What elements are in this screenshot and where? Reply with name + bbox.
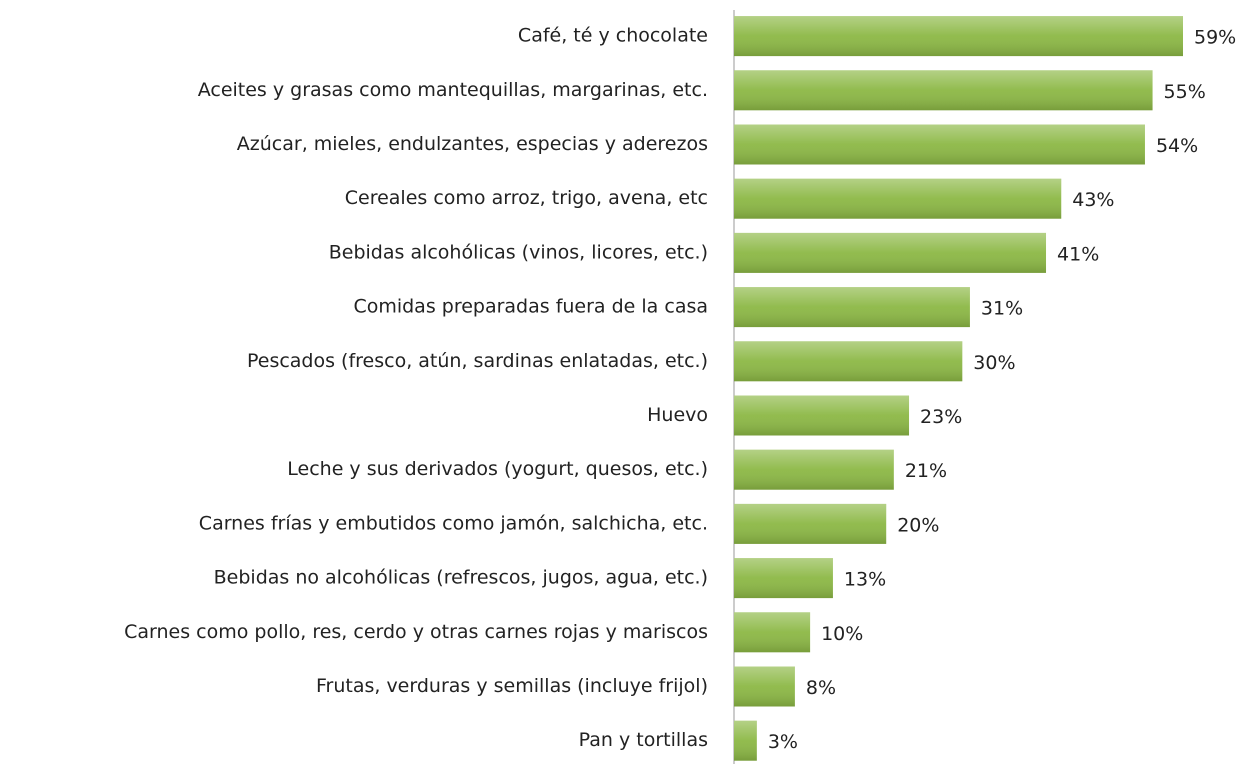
category-label: Bebidas no alcohólicas (refrescos, jugos…	[214, 567, 708, 589]
value-label: 13%	[844, 569, 886, 591]
value-label: 31%	[981, 298, 1023, 320]
value-label: 54%	[1156, 135, 1198, 157]
bar-shade	[734, 70, 1153, 111]
bar-shade	[734, 124, 1145, 165]
value-label: 21%	[905, 460, 947, 482]
value-label: 8%	[806, 677, 836, 699]
bar-shade	[734, 612, 811, 653]
value-label: 23%	[920, 406, 962, 428]
bar-shade	[734, 16, 1183, 57]
category-label: Frutas, verduras y semillas (incluye fri…	[316, 675, 708, 697]
value-label: 10%	[821, 623, 863, 645]
value-label: 3%	[768, 731, 798, 753]
category-label: Café, té y chocolate	[518, 25, 708, 47]
category-label: Carnes como pollo, res, cerdo y otras ca…	[124, 621, 708, 643]
category-label: Bebidas alcohólicas (vinos, licores, etc…	[329, 241, 708, 263]
category-label: Azúcar, mieles, endulzantes, especias y …	[237, 133, 708, 155]
value-label: 41%	[1057, 243, 1099, 265]
bar-shade	[734, 395, 910, 436]
bar-shade	[734, 503, 887, 544]
category-label: Pescados (fresco, atún, sardinas enlatad…	[247, 350, 708, 372]
category-label: Comidas preparadas fuera de la casa	[353, 296, 708, 318]
value-label: 43%	[1072, 189, 1114, 211]
bar-shade	[734, 558, 833, 599]
category-label: Huevo	[647, 404, 708, 426]
bar-shade	[734, 287, 970, 328]
category-label: Cereales como arroz, trigo, avena, etc	[345, 187, 708, 209]
bar-shade	[734, 232, 1047, 273]
value-label: 59%	[1194, 27, 1236, 49]
category-label: Pan y tortillas	[579, 729, 708, 751]
value-label: 55%	[1164, 81, 1206, 103]
value-label: 30%	[973, 352, 1015, 374]
bar-shade	[734, 341, 963, 382]
category-label: Aceites y grasas como mantequillas, marg…	[198, 79, 708, 101]
category-label: Leche y sus derivados (yogurt, quesos, e…	[287, 458, 708, 480]
value-label: 20%	[897, 514, 939, 536]
bar-shade	[734, 449, 894, 490]
bar-shade	[734, 666, 795, 707]
category-label: Carnes frías y embutidos como jamón, sal…	[199, 512, 708, 534]
bar-shade	[734, 178, 1062, 219]
bar-shade	[734, 720, 757, 761]
